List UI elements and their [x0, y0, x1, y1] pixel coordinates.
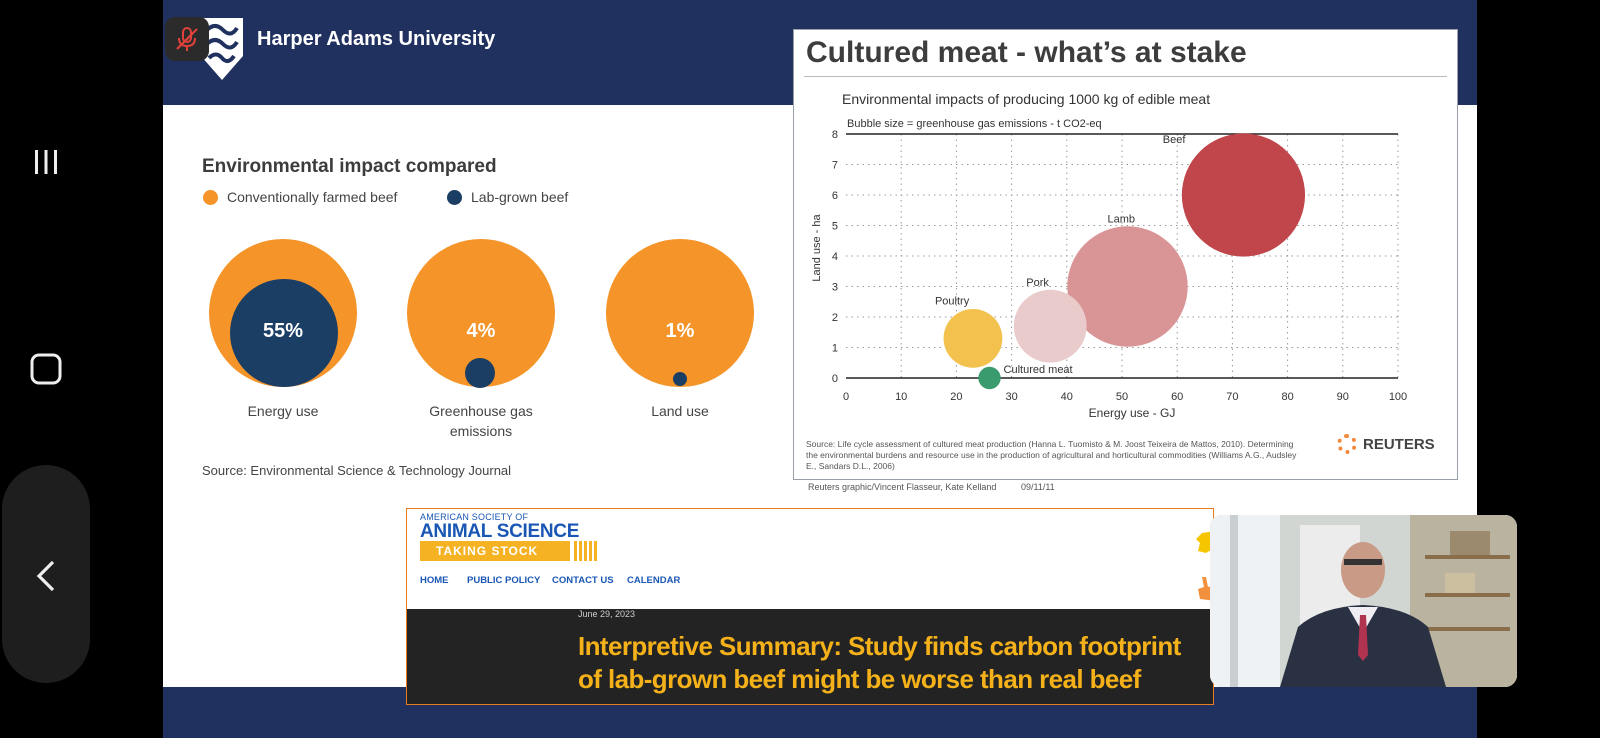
- back-icon[interactable]: [18, 548, 74, 604]
- asas-article-banner: AMERICAN SOCIETY OF ANIMAL SCIENCE TAKIN…: [406, 508, 1214, 705]
- bubble-poultry: [943, 308, 1003, 368]
- asas-logo-main: ANIMAL SCIENCE: [420, 521, 580, 542]
- y-tick-label: 5: [832, 221, 838, 233]
- ghg-percent: 4%: [466, 320, 496, 342]
- bubble-beef: [1181, 133, 1306, 257]
- bubble-label: Pork: [1026, 277, 1049, 289]
- bubble-chart: Environmental impacts of producing 1000 …: [811, 91, 1407, 420]
- x-tick-label: 0: [843, 391, 849, 403]
- credit-date: 09/11/11: [1020, 482, 1055, 492]
- presenter-webcam: [1210, 515, 1517, 687]
- y-tick-label: 1: [832, 343, 838, 355]
- energy-use-percent: 55%: [262, 320, 304, 342]
- legend-lab-grown: Lab-grown beef: [447, 189, 568, 205]
- y-tick-label: 8: [832, 129, 838, 141]
- bubble-label: Poultry: [935, 295, 970, 307]
- nav-public-policy-link[interactable]: PUBLIC POLICY: [467, 575, 541, 586]
- y-tick-label: 3: [832, 282, 838, 294]
- bubble-pork: [1013, 289, 1087, 363]
- credit-text: Reuters graphic/Vincent Flasseur, Kate K…: [808, 482, 997, 492]
- x-tick-label: 70: [1226, 391, 1238, 403]
- ghg-circle: [407, 239, 555, 388]
- x-axis-label: Energy use - GJ: [1089, 406, 1176, 420]
- legend-dot-navy: [447, 189, 462, 205]
- x-tick-label: 80: [1281, 391, 1293, 403]
- x-tick-label: 90: [1337, 391, 1349, 403]
- home-icon[interactable]: [18, 341, 74, 397]
- chart-source-note: Source: Life cycle assessment of culture…: [806, 439, 1297, 471]
- ghg-label: Greenhouse gas emissions: [429, 403, 533, 439]
- article-hero-background: [407, 609, 1213, 704]
- energy-use-label: Energy use: [247, 403, 319, 419]
- y-tick-label: 2: [832, 312, 838, 324]
- bubble-cultured-meat: [978, 366, 1001, 390]
- article-title[interactable]: Interpretive Summary: Study finds carbon…: [578, 631, 1181, 694]
- nav-contact-link[interactable]: CONTACT US: [552, 575, 614, 586]
- university-name: Harper Adams University: [257, 28, 496, 50]
- land-use-label: Land use: [651, 403, 709, 419]
- x-tick-label: 50: [1116, 391, 1128, 403]
- recents-icon[interactable]: [18, 134, 74, 190]
- article-date: June 29, 2023: [578, 609, 636, 619]
- x-tick-label: 40: [1061, 391, 1073, 403]
- x-tick-label: 20: [950, 391, 962, 403]
- bubble-lamb: [1067, 226, 1188, 347]
- nav-calendar-link[interactable]: CALENDAR: [627, 575, 681, 586]
- cow-icon: [1194, 529, 1213, 560]
- x-tick-label: 10: [895, 391, 907, 403]
- y-tick-label: 0: [832, 373, 838, 385]
- legend-label: Conventionally farmed beef: [227, 189, 398, 205]
- rabbit-icon: [1194, 577, 1213, 608]
- chart-credit: Reuters graphic/Vincent Flasseur, Kate K…: [808, 482, 1055, 492]
- taking-stock-badge: TAKING STOCK: [420, 541, 570, 561]
- reuters-bubble-chart-panel: Cultured meat - what’s at stake Environm…: [793, 29, 1458, 480]
- chart-title: Environmental impacts of producing 1000 …: [842, 91, 1210, 107]
- asas-logo-top: AMERICAN SOCIETY OF: [420, 512, 529, 522]
- reuters-logo: REUTERS: [1337, 434, 1435, 454]
- y-tick-label: 7: [832, 160, 838, 172]
- mic-off-icon[interactable]: [165, 17, 209, 61]
- energy-use-circle: [209, 239, 357, 387]
- env-impact-title: Environmental impact compared: [202, 156, 497, 177]
- ghg-lab-circle: [465, 358, 495, 388]
- bubble-label: Beef: [1163, 134, 1187, 146]
- reuters-wordmark: REUTERS: [1363, 435, 1435, 453]
- y-tick-label: 4: [832, 251, 838, 263]
- land-use-lab-circle: [673, 372, 687, 386]
- reuters-mark-icon: [1337, 434, 1357, 454]
- nav-home-link[interactable]: HOME: [420, 575, 449, 586]
- shared-slide: Harper Adams University Environmental im…: [163, 0, 1477, 738]
- x-tick-label: 60: [1171, 391, 1183, 403]
- system-nav-bar: [0, 0, 92, 738]
- chart-panel-heading: Cultured meat - what’s at stake: [806, 36, 1247, 69]
- bubble-label: Lamb: [1108, 214, 1136, 226]
- land-use-circle: [606, 239, 754, 387]
- taking-stock-bars: [574, 541, 598, 561]
- heading-divider: [804, 76, 1447, 77]
- x-tick-label: 100: [1389, 391, 1407, 403]
- env-source-note: Source: Environmental Science & Technolo…: [202, 463, 512, 478]
- x-tick-label: 30: [1005, 391, 1017, 403]
- university-crest-logo: [197, 16, 247, 82]
- bubble-label: Cultured meat: [1004, 364, 1073, 376]
- legend-dot-orange: [203, 189, 218, 205]
- y-tick-label: 6: [832, 190, 838, 202]
- nav-handle-pill: [2, 465, 90, 683]
- chart-subtitle: Bubble size = greenhouse gas emissions -…: [847, 118, 1102, 130]
- legend-label: Lab-grown beef: [471, 189, 569, 205]
- land-use-percent: 1%: [665, 320, 695, 342]
- legend-conventional: Conventionally farmed beef: [203, 189, 397, 205]
- energy-use-lab-circle: [230, 279, 338, 387]
- y-axis-label: Land use - ha: [811, 213, 823, 281]
